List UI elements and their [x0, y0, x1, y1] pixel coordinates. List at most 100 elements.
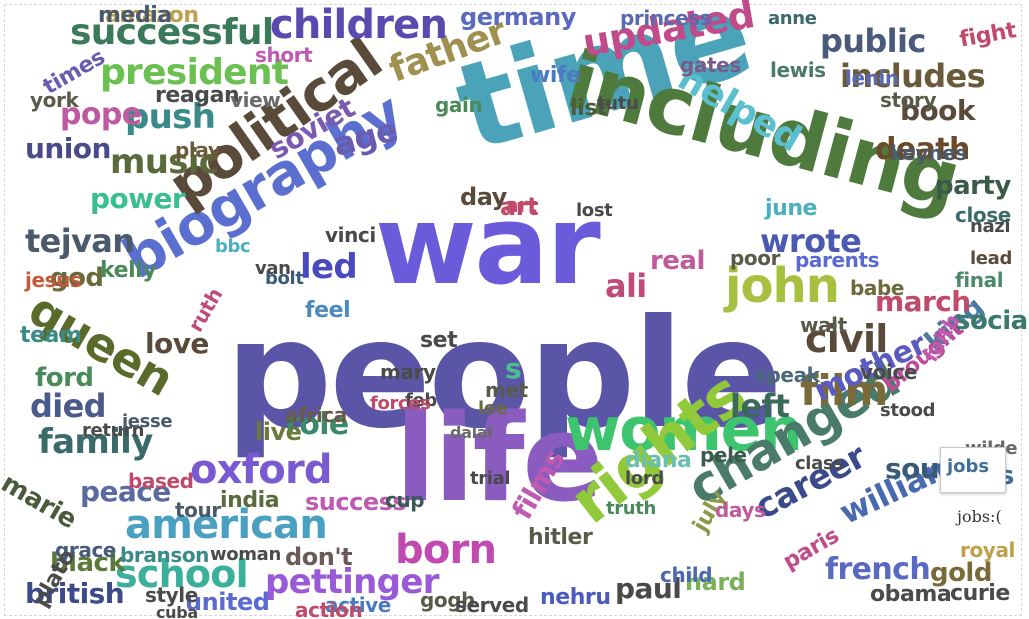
- word-born[interactable]: born: [395, 527, 497, 573]
- word-march[interactable]: march: [875, 285, 971, 318]
- word-dont[interactable]: don't: [285, 543, 353, 571]
- word-story[interactable]: story: [880, 88, 937, 112]
- word-vinci[interactable]: vinci: [325, 223, 376, 247]
- word-active[interactable]: active: [325, 593, 391, 617]
- word-lord[interactable]: lord: [625, 468, 664, 489]
- word-public[interactable]: public: [820, 22, 926, 60]
- word-lenin[interactable]: lenin: [845, 66, 899, 90]
- word-death[interactable]: death: [875, 132, 970, 167]
- word-social[interactable]: social: [955, 306, 1029, 336]
- word-cup[interactable]: cup: [385, 488, 425, 512]
- word-royal[interactable]: royal: [960, 538, 1015, 562]
- word-met[interactable]: met: [485, 378, 528, 402]
- word-forces[interactable]: forces: [370, 393, 431, 414]
- word-president[interactable]: president: [100, 52, 289, 93]
- word-hitler[interactable]: hitler: [528, 525, 593, 550]
- word-united[interactable]: united: [185, 588, 270, 616]
- word-dalai[interactable]: dalai: [450, 423, 493, 442]
- word-woman[interactable]: woman: [210, 544, 281, 565]
- word-truth[interactable]: truth: [606, 498, 656, 519]
- word-art[interactable]: art: [500, 193, 539, 221]
- word-media[interactable]: media: [98, 3, 172, 28]
- word-bolt[interactable]: bolt: [265, 268, 304, 289]
- word-gogh[interactable]: gogh: [420, 588, 476, 612]
- word-jesse[interactable]: jesse: [122, 411, 173, 432]
- word-music[interactable]: music: [110, 142, 219, 182]
- word-nazi[interactable]: nazi: [970, 216, 1011, 237]
- word-mary[interactable]: mary: [380, 360, 436, 384]
- word-successful[interactable]: successful: [70, 12, 274, 53]
- word-cuba[interactable]: cuba: [156, 603, 198, 619]
- word-branson[interactable]: branson: [120, 543, 209, 567]
- word-fight[interactable]: fight: [957, 18, 1018, 53]
- word-class[interactable]: class: [795, 453, 844, 474]
- word-team[interactable]: team: [20, 323, 82, 348]
- word-served[interactable]: served: [455, 593, 529, 617]
- word-union[interactable]: union: [25, 132, 111, 165]
- word-lost[interactable]: lost: [576, 200, 613, 221]
- word-day[interactable]: day: [460, 183, 507, 211]
- word-parents[interactable]: parents: [795, 248, 880, 272]
- word-speak[interactable]: speak: [755, 363, 820, 387]
- word-feb[interactable]: feb: [405, 390, 437, 411]
- word-babe[interactable]: babe: [850, 276, 905, 300]
- word-walt[interactable]: walt: [800, 313, 847, 337]
- word-gold[interactable]: gold: [930, 558, 992, 588]
- word-africa[interactable]: africa: [285, 403, 347, 427]
- word-june[interactable]: june: [765, 196, 818, 221]
- word-art[interactable]: art: [505, 193, 537, 217]
- word-real[interactable]: real: [650, 246, 705, 276]
- word-tejvan[interactable]: tejvan: [25, 222, 135, 260]
- word-role[interactable]: role: [285, 407, 349, 442]
- word-love[interactable]: love: [145, 327, 209, 360]
- word-peace[interactable]: peace: [80, 475, 171, 508]
- word-john[interactable]: john: [725, 258, 840, 314]
- word-live[interactable]: live: [255, 418, 302, 446]
- word-anne[interactable]: anne: [768, 8, 817, 29]
- word-ruth[interactable]: ruth: [183, 283, 228, 336]
- word-tour[interactable]: tour: [175, 498, 221, 522]
- word-close[interactable]: close: [955, 203, 1011, 227]
- word-women[interactable]: women: [565, 395, 803, 465]
- word-black[interactable]: black: [50, 548, 126, 578]
- word-marie[interactable]: marie: [0, 468, 82, 535]
- word-civil[interactable]: civil: [805, 317, 888, 361]
- word-trial[interactable]: trial: [470, 468, 511, 489]
- word-nehru[interactable]: nehru: [540, 585, 611, 610]
- word-ford[interactable]: ford: [35, 363, 94, 393]
- word-ali[interactable]: ali: [605, 267, 647, 305]
- word-family[interactable]: family: [38, 422, 153, 462]
- word-oxford[interactable]: oxford: [190, 447, 333, 493]
- word-based[interactable]: based: [128, 469, 194, 493]
- word-paul[interactable]: paul: [615, 572, 682, 605]
- word-british[interactable]: british: [25, 577, 125, 610]
- word-led[interactable]: led: [300, 247, 358, 287]
- word-power[interactable]: power: [90, 182, 186, 215]
- word-tutu[interactable]: tutu: [597, 93, 639, 114]
- word-action[interactable]: action: [295, 598, 363, 619]
- word-book[interactable]: book: [900, 94, 975, 127]
- word-success[interactable]: success: [305, 488, 407, 516]
- word-india[interactable]: india: [220, 488, 280, 513]
- word-return[interactable]: return: [82, 420, 145, 441]
- word-party[interactable]: party: [935, 171, 1011, 201]
- word-play[interactable]: play: [175, 138, 221, 162]
- word-days[interactable]: days: [715, 498, 766, 522]
- word-germany[interactable]: germany: [460, 3, 576, 31]
- word-princess[interactable]: princess: [620, 6, 712, 30]
- word-amazon[interactable]: amazon: [105, 3, 199, 28]
- word-pettinger[interactable]: pettinger: [265, 562, 439, 602]
- word-feel[interactable]: feel: [305, 298, 351, 323]
- word-diana[interactable]: diana: [625, 448, 692, 473]
- word-push[interactable]: push: [125, 97, 216, 137]
- word-life[interactable]: life: [395, 390, 604, 529]
- word-people[interactable]: people: [225, 288, 783, 462]
- word-pope[interactable]: pope: [60, 97, 142, 132]
- word-final[interactable]: final: [955, 268, 1004, 292]
- word-keynes[interactable]: keynes: [890, 141, 967, 165]
- word-died[interactable]: died: [30, 387, 107, 425]
- word-children[interactable]: children: [270, 2, 448, 48]
- word-curie[interactable]: curie: [950, 581, 1010, 606]
- word-gain[interactable]: gain: [435, 93, 483, 117]
- word-lewis[interactable]: lewis: [770, 58, 826, 82]
